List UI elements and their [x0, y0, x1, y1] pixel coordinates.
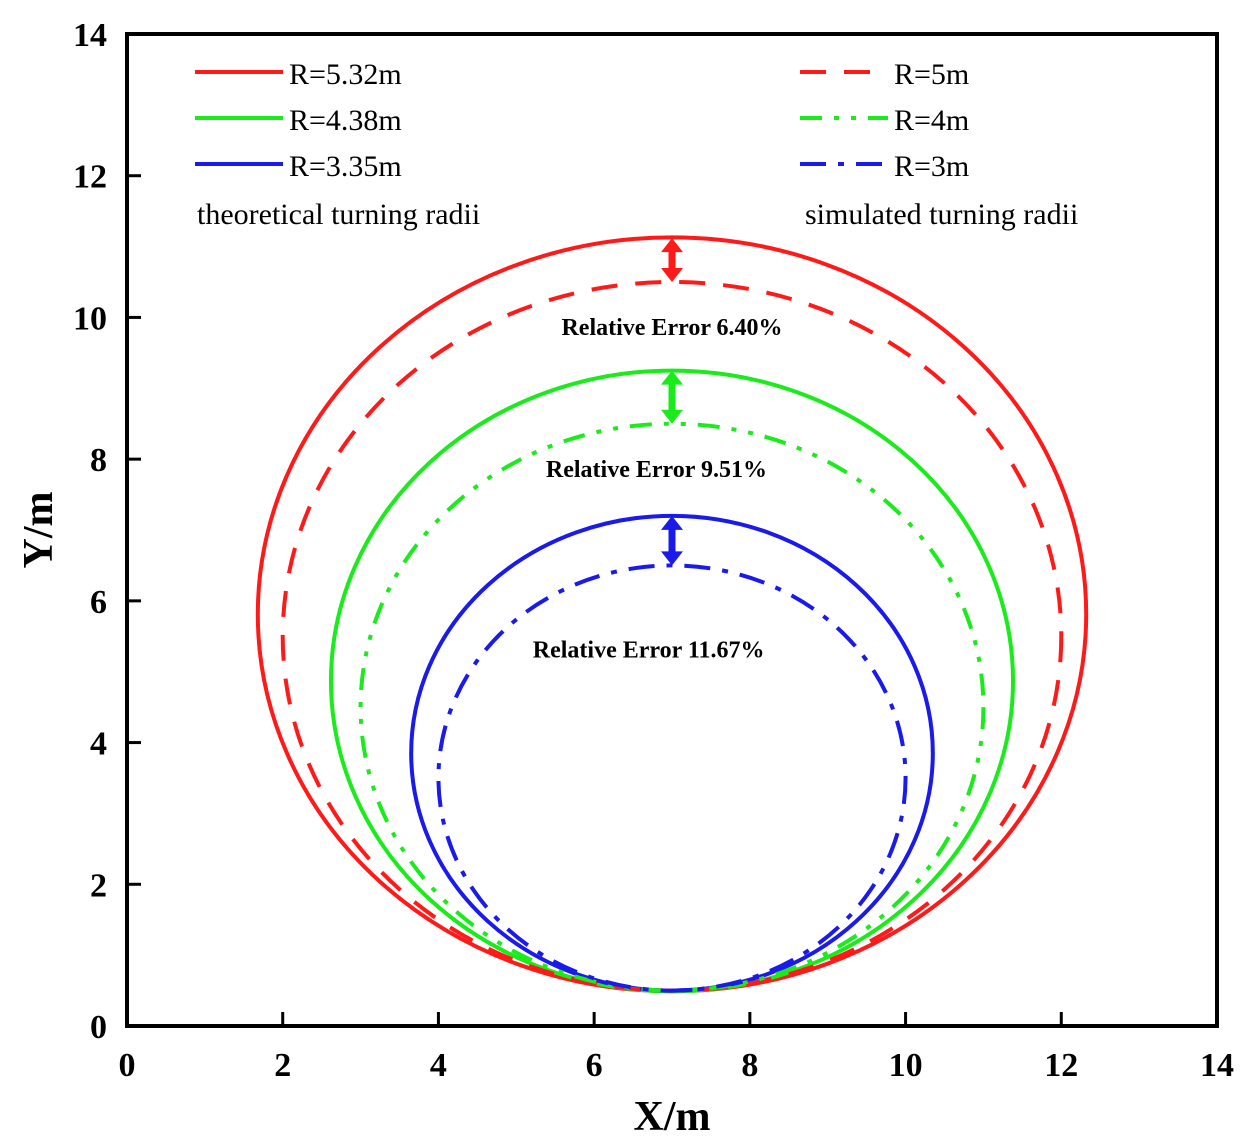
error-arrow-head-top-1	[661, 370, 683, 385]
x-tick-label: 8	[741, 1047, 758, 1084]
relative-error-label-2: Relative Error 11.67%	[533, 638, 765, 664]
legend-label-4: R=4m	[894, 104, 969, 137]
series-curve-5	[436, 563, 908, 993]
error-arrow-head-top-2	[661, 515, 683, 530]
x-tick-label: 6	[586, 1047, 603, 1084]
error-arrow-head-bottom-0	[661, 268, 683, 282]
x-tick-label: 4	[430, 1047, 447, 1084]
x-tick-label: 0	[119, 1047, 136, 1084]
legend-caption-1: simulated turning radii	[805, 198, 1078, 231]
legend-label-0: R=5.32m	[289, 58, 402, 91]
axis-ticks: 0 2 4 6 8 10 12 14 0 2 4 6 8 10 12 14	[73, 17, 1234, 1084]
series-curves	[255, 235, 1089, 994]
legend-label-5: R=3m	[894, 150, 969, 183]
y-tick-label: 0	[90, 1009, 107, 1046]
x-tick-label: 10	[889, 1047, 923, 1084]
legend-label-1: R=4.38m	[289, 104, 402, 137]
series-curve-2	[409, 513, 935, 993]
relative-error-label-1: Relative Error 9.51%	[546, 457, 767, 483]
y-tick-label: 4	[90, 726, 107, 763]
x-axis-title: X/m	[634, 1094, 711, 1140]
series-curve-0	[255, 235, 1089, 994]
x-tick-label: 12	[1044, 1047, 1078, 1084]
legend: R=5.32m R=4.38m R=3.35m R=5m R=4m R=3m theoret…	[195, 58, 1078, 231]
series-curve-4	[358, 421, 986, 993]
y-tick-label: 14	[73, 17, 107, 54]
x-tick-label: 2	[274, 1047, 291, 1084]
error-arrow-head-top-0	[661, 238, 683, 253]
y-tick-label: 12	[73, 159, 107, 196]
y-tick-label: 10	[73, 300, 107, 337]
legend-label-3: R=5m	[894, 58, 969, 91]
y-tick-label: 6	[90, 584, 107, 621]
relative-error-label-0: Relative Error 6.40%	[561, 315, 782, 341]
legend-caption-0: theoretical turning radii	[197, 198, 480, 231]
y-tick-label: 2	[90, 867, 107, 904]
error-arrow-head-bottom-2	[661, 551, 683, 566]
legend-label-2: R=3.35m	[289, 150, 402, 183]
x-tick-label: 14	[1200, 1047, 1234, 1084]
error-arrows	[661, 238, 683, 566]
annotations: Relative Error 6.40% Relative Error 9.51%…	[533, 315, 783, 663]
error-arrow-head-bottom-1	[661, 409, 683, 424]
plot-frame	[125, 32, 1219, 1028]
y-axis-title: Y/m	[16, 492, 62, 569]
y-tick-label: 8	[90, 442, 107, 479]
